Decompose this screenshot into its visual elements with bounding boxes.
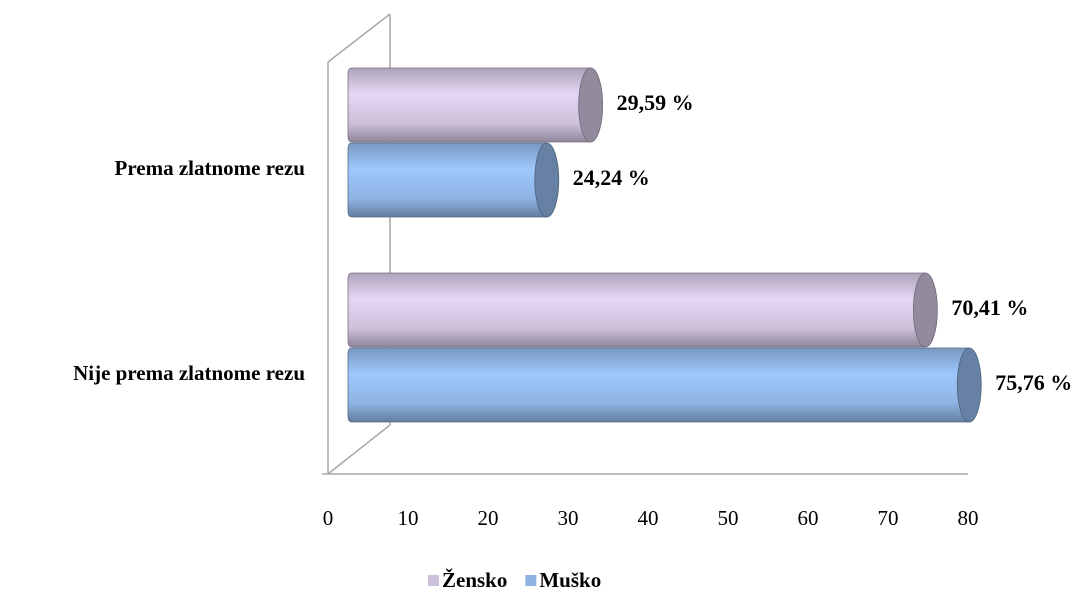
y-tick-label: Prema zlatnome rezu [115,156,306,180]
bar [347,272,938,348]
bar [347,67,604,143]
legend-label: Žensko [442,568,507,592]
legend-swatch [525,575,537,586]
bar-cap [534,142,560,218]
data-label: 29,59 % [617,90,694,115]
x-tick-label: 60 [798,506,819,530]
x-tick-label: 50 [718,506,739,530]
x-tick-label: 70 [878,506,899,530]
x-tick-label: 30 [558,506,579,530]
bar-body [347,347,970,423]
bar-body [347,67,592,143]
bar-cap [578,67,604,143]
bar [347,142,560,218]
bar-body [347,272,926,348]
data-label: 70,41 % [951,295,1028,320]
bar-cap [912,272,938,348]
legend-swatch [428,575,439,586]
wall-edge [327,424,391,475]
x-tick-label: 10 [398,506,419,530]
data-label: 24,24 % [573,165,650,190]
y-tick-label: Nije prema zlatnome rezu [73,361,305,385]
bar-cap [956,347,982,423]
bar-body [347,142,548,218]
x-tick-label: 80 [958,506,979,530]
x-tick-label: 0 [323,506,334,530]
legend-label: Muško [539,568,601,592]
data-label: 75,76 % [995,370,1072,395]
x-tick-label: 20 [478,506,499,530]
bar [347,347,982,423]
x-tick-label: 40 [638,506,659,530]
wall-edge [327,13,391,63]
